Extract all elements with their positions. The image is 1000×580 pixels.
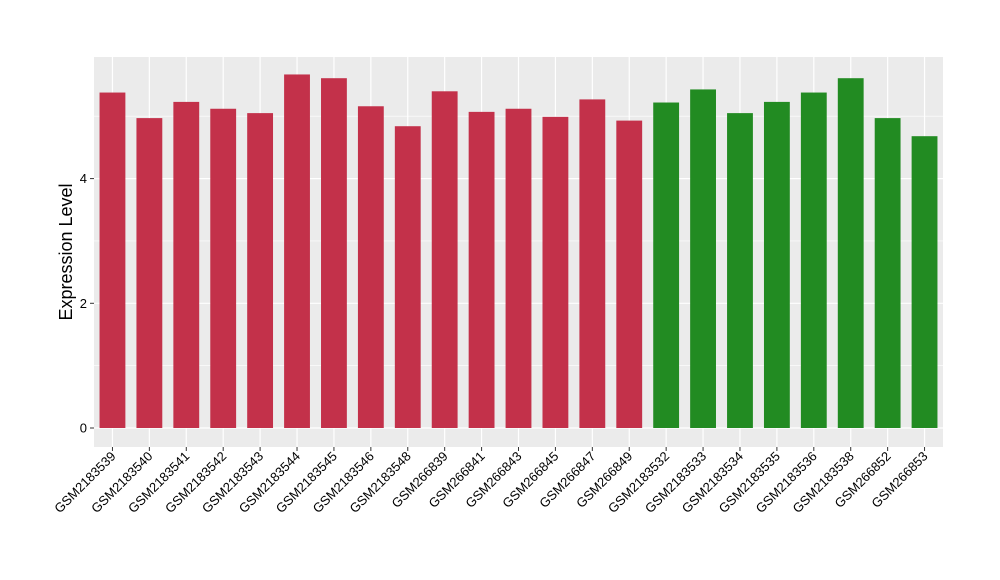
bar: [394, 126, 421, 428]
bar: [321, 78, 347, 428]
y-tick-label: 0: [80, 421, 87, 436]
bar: [173, 101, 200, 429]
bar: [284, 74, 310, 428]
bar: [99, 92, 126, 429]
bar: [579, 99, 606, 429]
bars: [99, 74, 938, 429]
bar: [357, 106, 384, 429]
bar: [616, 120, 643, 428]
bar: [468, 111, 495, 428]
bar: [653, 102, 680, 429]
bar: [727, 113, 753, 428]
y-axis: 0 2 4: [80, 171, 94, 436]
bar: [431, 91, 458, 428]
bar: [911, 136, 938, 428]
bar: [136, 118, 163, 428]
bar: [763, 101, 790, 429]
x-axis: GSM2183539GSM2183540GSM2183541GSM2183542…: [51, 447, 931, 516]
bar: [210, 108, 237, 429]
bar: [800, 92, 827, 429]
bar: [542, 116, 569, 428]
y-axis-title: Expression Level: [56, 183, 76, 320]
bar: [505, 108, 532, 429]
bar: [690, 89, 716, 429]
bar: [874, 118, 901, 428]
y-tick-label: 2: [80, 296, 87, 311]
bar: [837, 78, 864, 428]
y-tick-label: 4: [80, 171, 87, 186]
bar: [247, 113, 274, 428]
